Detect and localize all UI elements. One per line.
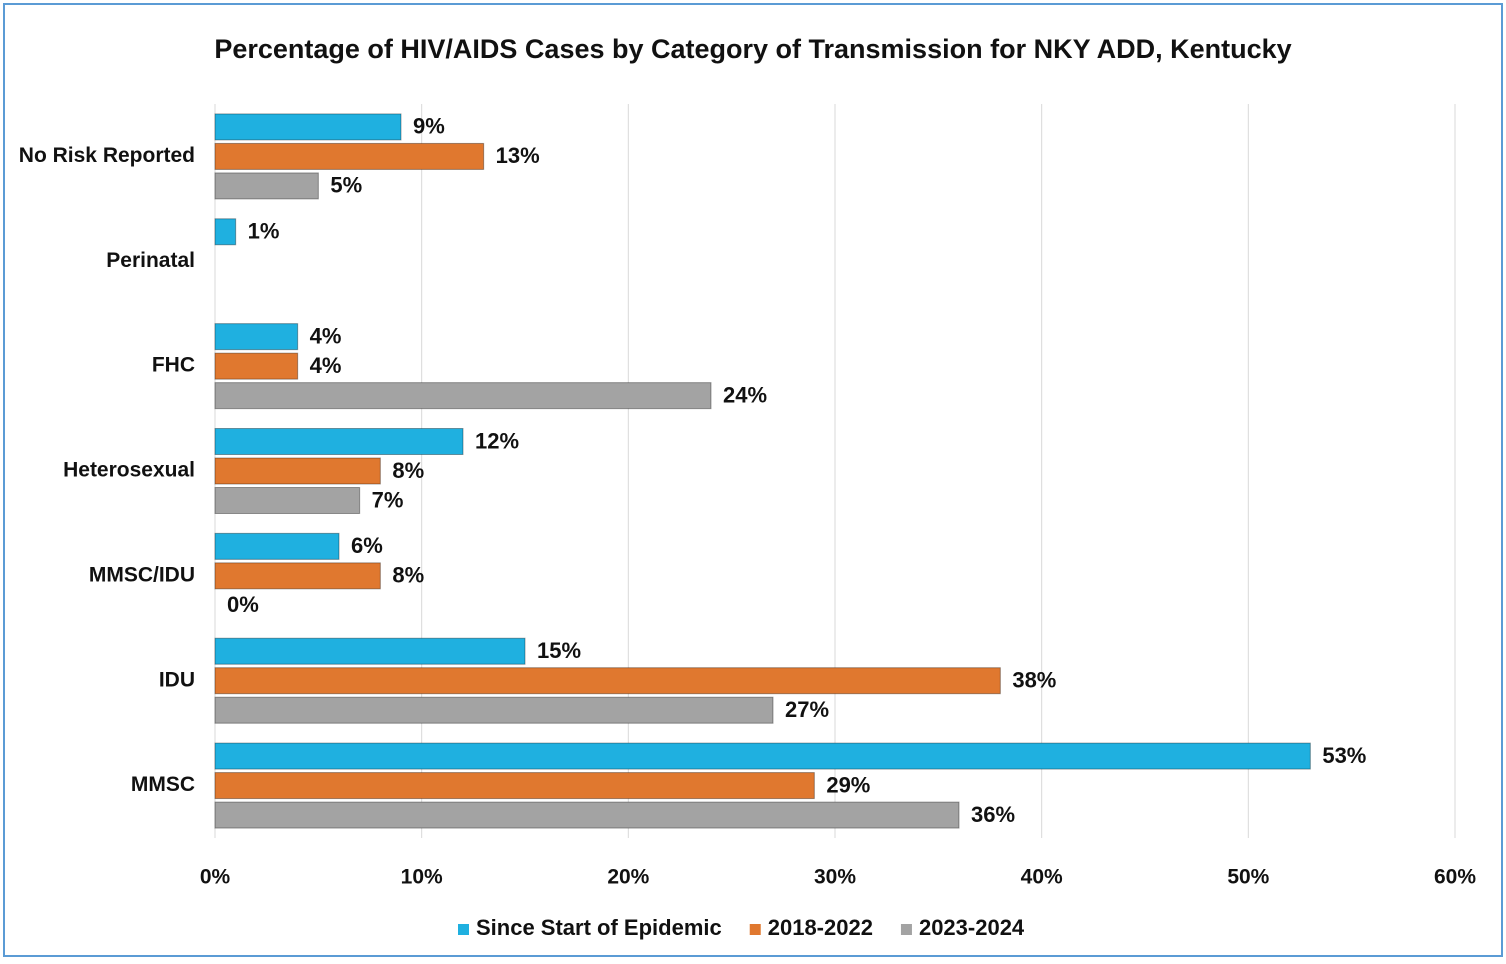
bar: [214, 772, 815, 800]
data-label: 9%: [413, 114, 445, 139]
x-tick-label: 50%: [1227, 866, 1269, 889]
x-tick-label: 30%: [814, 866, 856, 889]
bar: [214, 487, 361, 514]
x-tick-label: 20%: [607, 866, 649, 889]
data-label: 13%: [496, 143, 540, 168]
bar: [214, 323, 299, 351]
data-label: 12%: [475, 428, 519, 453]
x-tick-label: 0%: [200, 866, 231, 889]
data-label: 6%: [351, 533, 383, 558]
legend-swatch: [458, 924, 469, 935]
bar: [214, 532, 340, 560]
y-tick-label: No Risk Reported: [19, 144, 195, 167]
y-tick-label: Heterosexual: [63, 459, 195, 482]
data-label: 53%: [1322, 743, 1366, 768]
bar: [214, 382, 712, 410]
data-label: 4%: [310, 353, 342, 378]
data-label: 27%: [785, 697, 829, 722]
data-label: 24%: [723, 382, 767, 407]
bar: [214, 352, 299, 380]
bar: [214, 742, 1311, 770]
y-tick-label: FHC: [152, 354, 195, 377]
data-label: 38%: [1012, 668, 1056, 693]
legend-label: 2023-2024: [919, 915, 1025, 940]
legend-label: 2018-2022: [768, 915, 873, 940]
data-label: 36%: [971, 802, 1015, 827]
legend-swatch: [900, 924, 912, 935]
y-tick-label: MMSC: [131, 773, 195, 796]
bar: [214, 218, 237, 246]
y-tick-label: MMSC/IDU: [89, 563, 195, 586]
bar: [214, 562, 381, 590]
data-label: 15%: [537, 638, 581, 663]
data-label: 1%: [248, 219, 280, 244]
bar: [214, 142, 485, 170]
data-label: 7%: [372, 487, 404, 512]
chart-title: Percentage of HIV/AIDS Cases by Category…: [214, 34, 1291, 64]
data-label: 8%: [392, 458, 424, 483]
bar: [214, 667, 1001, 695]
x-tick-label: 10%: [401, 866, 443, 889]
bar: [214, 113, 402, 141]
data-label: 8%: [392, 563, 424, 588]
data-label: 4%: [310, 323, 342, 348]
bar: [214, 428, 464, 455]
legend-swatch: [749, 924, 761, 935]
x-tick-label: 40%: [1021, 866, 1063, 889]
legend-label: Since Start of Epidemic: [476, 915, 722, 940]
bar: [214, 696, 774, 724]
data-label: 29%: [826, 772, 870, 797]
y-tick-label: Perinatal: [106, 249, 195, 272]
bar: [214, 457, 381, 485]
data-label: 0%: [227, 592, 259, 617]
data-label: 5%: [330, 173, 362, 198]
bar: [214, 637, 526, 665]
x-tick-label: 60%: [1434, 866, 1476, 889]
bar: [214, 801, 960, 829]
y-tick-label: IDU: [159, 668, 195, 691]
bar: [214, 172, 319, 200]
